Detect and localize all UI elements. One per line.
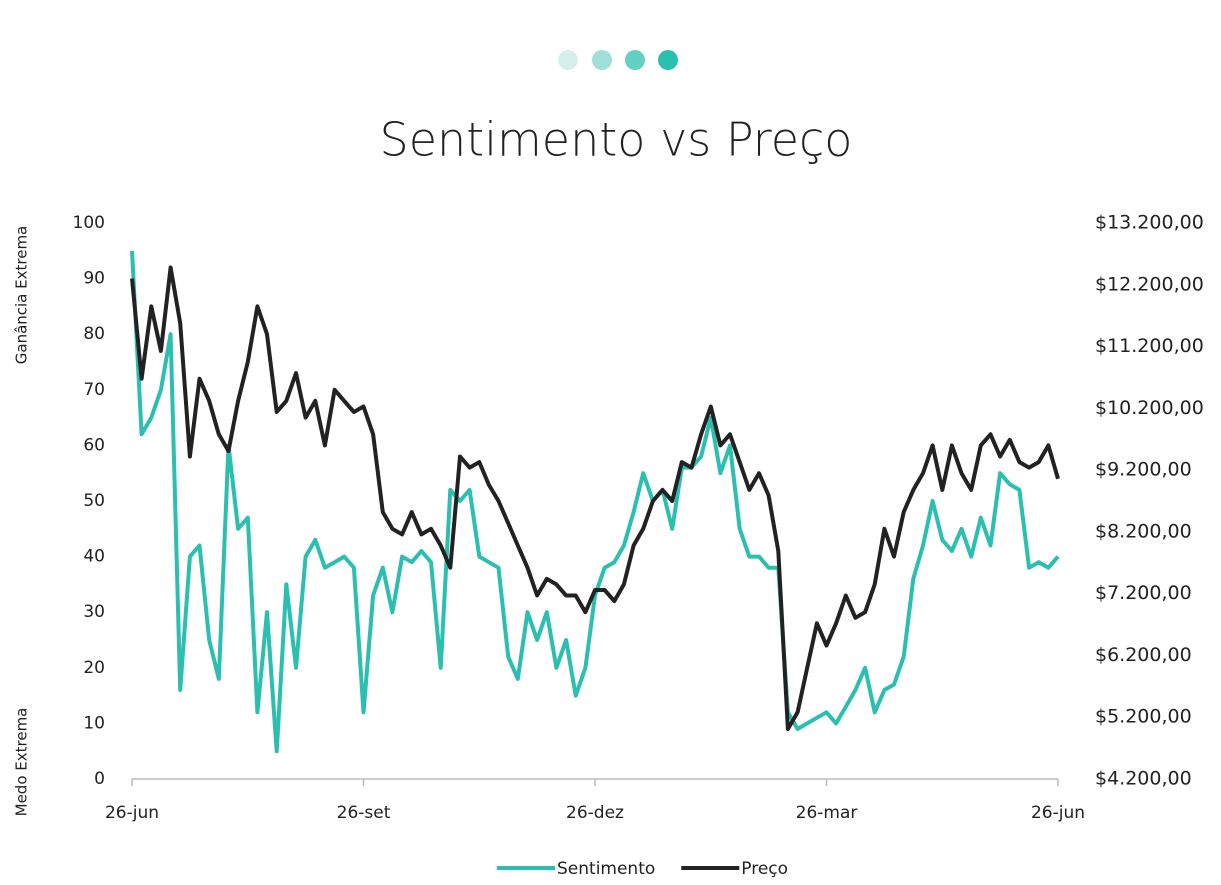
- legend-label: Preço: [741, 859, 788, 879]
- y-tick-label: 10: [83, 713, 105, 733]
- y-tick-label: 40: [83, 547, 105, 567]
- line-series: [130, 265, 1060, 731]
- y-tick-label: 20: [83, 658, 105, 678]
- y-tick-label: 30: [83, 602, 105, 622]
- dot: [592, 50, 612, 70]
- y2-tick-label: $10.200,00: [1095, 397, 1204, 419]
- y2-tick-label: $6.200,00: [1095, 644, 1192, 666]
- y-tick-label: 70: [83, 380, 105, 400]
- y2-tick-label: $7.200,00: [1095, 582, 1192, 604]
- y2-tick-label: $8.200,00: [1095, 520, 1192, 542]
- legend-label: Sentimento: [557, 859, 655, 879]
- x-tick-label: 26-jun: [1031, 803, 1085, 823]
- dot: [558, 50, 578, 70]
- y2-tick-label: $12.200,00: [1095, 273, 1204, 295]
- y2-tick-label: $5.200,00: [1095, 706, 1192, 728]
- y-tick-label: 90: [83, 269, 105, 289]
- x-tick-label: 26-jun: [105, 803, 159, 823]
- y-label-bottom: Medo Extrema: [13, 708, 31, 817]
- y-tick-label: 60: [83, 435, 105, 455]
- y2-tick-label: $13.200,00: [1095, 212, 1204, 234]
- progress-dots: [558, 50, 678, 70]
- x-tick-label: 26-dez: [566, 803, 624, 823]
- x-tick-label: 26-set: [337, 803, 391, 823]
- y-tick-label: 50: [83, 491, 105, 511]
- x-tick-label: 26-mar: [796, 803, 858, 823]
- dot: [625, 50, 645, 70]
- dot: [658, 50, 678, 70]
- y-tick-label: 80: [83, 324, 105, 344]
- y2-tick-label: $9.200,00: [1095, 459, 1192, 481]
- y-tick-label: 100: [73, 213, 105, 233]
- y2-tick-label: $11.200,00: [1095, 335, 1204, 357]
- y2-tick-label: $4.200,00: [1095, 768, 1192, 790]
- line-series: [130, 250, 1060, 754]
- y-label-top: Ganância Extrema: [13, 226, 31, 365]
- y-tick-label: 0: [94, 769, 105, 789]
- chart-title: Sentimento vs Preço: [380, 113, 853, 167]
